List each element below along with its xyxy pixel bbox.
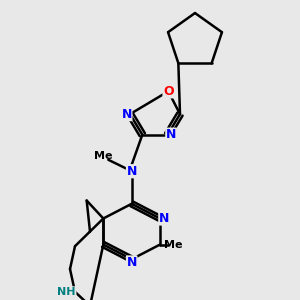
Text: N: N <box>127 256 137 269</box>
Text: N: N <box>166 128 176 141</box>
Text: O: O <box>163 85 174 98</box>
Text: Me: Me <box>164 240 183 250</box>
Text: N: N <box>122 108 132 121</box>
Text: N: N <box>127 165 137 178</box>
Text: NH: NH <box>57 287 76 297</box>
Text: N: N <box>159 212 169 225</box>
Text: Me: Me <box>94 151 112 161</box>
